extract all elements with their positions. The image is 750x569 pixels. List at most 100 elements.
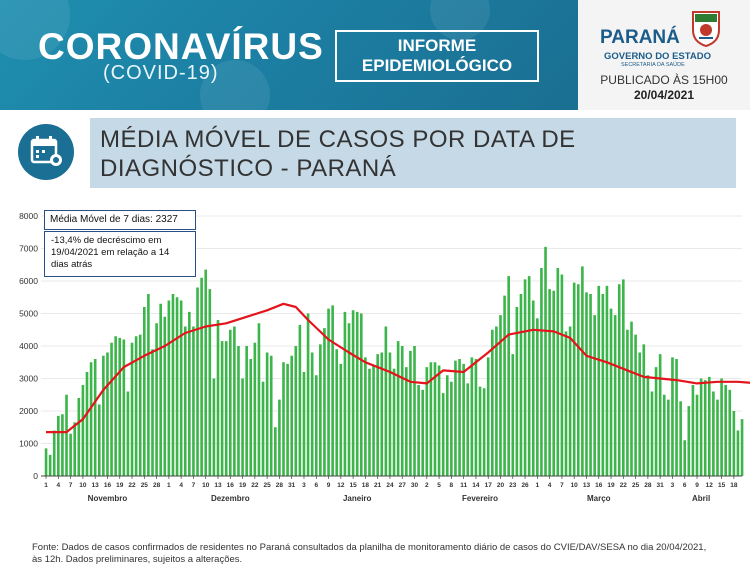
bar [118,337,122,476]
government-state: GOVERNO DO ESTADO [604,51,711,62]
bar [237,346,240,476]
source-footnote-line1: Fonte: Dados de casos confirmados de res… [32,542,707,553]
y-tick-label: 6000 [19,276,38,286]
bar [302,372,306,476]
bar [212,378,216,476]
y-tick-label: 8000 [19,211,38,221]
decrease-callout-line2: 19/04/2021 em relação a 14 [51,247,170,258]
bar [167,300,171,476]
bar [531,300,535,476]
x-tick-label: 24 [386,482,394,489]
source-footnote: Fonte: Dados de casos confirmados de res… [32,542,742,566]
bar [347,323,351,476]
x-tick-label: 7 [192,482,196,489]
month-label: Abril [692,494,710,503]
bar [695,394,699,476]
x-tick-label: 10 [571,482,579,489]
bar [106,352,109,476]
bar [122,339,126,476]
bar [323,328,326,476]
moving-average-callout: Média Móvel de 7 dias: 2327 [44,210,196,230]
bar [454,360,457,476]
bar [147,294,150,476]
x-tick-label: 13 [583,482,591,489]
bar [589,294,592,476]
bar [183,326,187,476]
bar [130,342,134,476]
bar [462,363,465,476]
bar [679,401,682,476]
x-tick-label: 16 [227,482,235,489]
bar [740,419,744,476]
x-tick-label: 18 [730,482,738,489]
bar [613,315,617,476]
bar [228,329,232,476]
x-tick-label: 18 [362,482,370,489]
bar [495,326,498,476]
bar [319,344,322,476]
y-tick-label: 7000 [19,244,38,254]
bar [142,307,146,476]
bar [380,352,384,476]
bar [671,357,674,476]
bar [359,313,363,476]
x-tick-label: 9 [327,482,331,489]
bar [93,359,97,476]
bar [576,284,580,476]
bar [658,354,662,476]
bar [114,336,117,476]
bar [290,355,294,476]
decrease-callout-line1: -13,4% de decréscimo em [51,235,162,246]
bar [110,342,113,476]
bar [159,303,162,476]
chart-title-line1: MÉDIA MÓVEL DE CASOS POR DATA DE [100,126,576,153]
x-tick-label: 25 [632,482,640,489]
bar [343,311,347,476]
bar [351,310,355,476]
x-tick-label: 15 [349,482,357,489]
bar [638,352,642,476]
x-tick-label: 26 [521,482,529,489]
bar [646,375,650,476]
bar [585,292,588,476]
bar [151,349,154,476]
chart-title-line2: DIAGNÓSTICO - PARANÁ [100,155,397,182]
bar [175,297,179,476]
x-tick-label: 10 [202,482,210,489]
y-tick-label: 2000 [19,406,38,416]
bar [642,344,646,476]
bar [720,378,723,476]
bar [286,363,289,476]
bar [597,285,601,476]
x-tick-label: 16 [595,482,603,489]
bar [102,355,105,476]
x-tick-label: 23 [509,482,517,489]
bar [519,294,523,476]
bar [581,266,584,476]
bar [650,391,654,476]
bar [192,326,195,476]
bar [425,367,429,476]
x-tick-label: 4 [548,482,552,489]
y-tick-label: 0 [33,471,38,481]
bar [707,376,711,476]
bar [61,414,64,476]
decrease-callout-line3: dias atrás [51,259,93,270]
bar [44,448,48,476]
bar [716,399,719,476]
bar [335,349,339,476]
source-footnote-line2: às 12h. Dados preliminares, sujeitos a a… [32,554,243,565]
bar [536,318,539,476]
x-tick-label: 4 [57,482,61,489]
bar [630,321,633,476]
bar [224,341,228,476]
x-tick-label: 3 [671,482,675,489]
x-tick-label: 28 [153,482,161,489]
x-tick-label: 22 [620,482,628,489]
bar [683,440,687,476]
moving-average-line [46,302,750,434]
bar [441,393,445,476]
bar [249,359,253,476]
x-axis: 1 4 7 10 13 16 19 22 25 28 1 4 7 10 13 16 19 22 25 28 31 3 6 9 1… [44,476,738,503]
